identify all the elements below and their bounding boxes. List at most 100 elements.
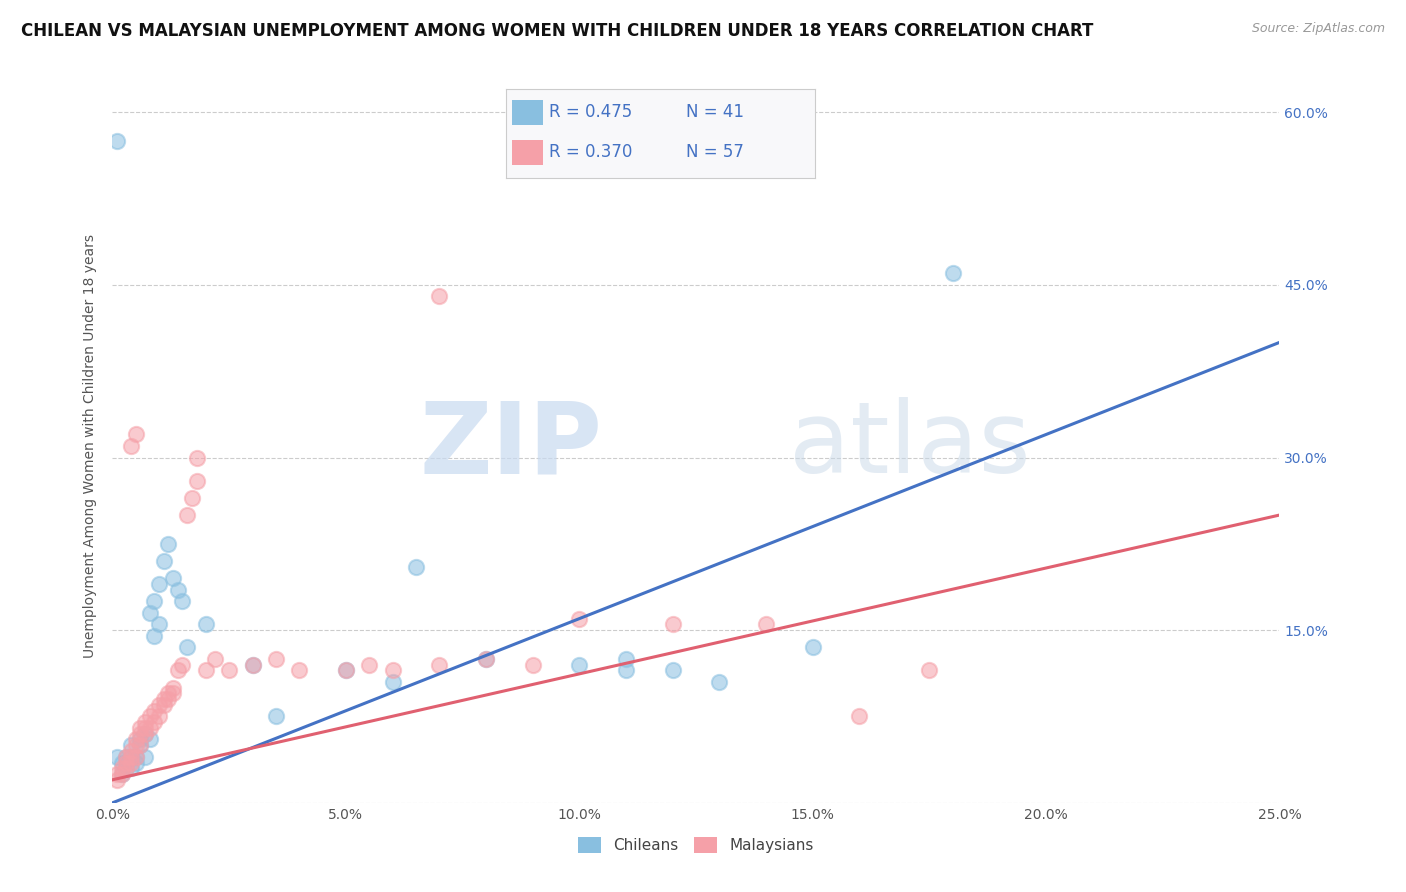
Point: [186, 474, 208, 488]
Point: [120, 749, 142, 764]
Point: [381, 664, 404, 678]
Point: [105, 134, 128, 148]
Point: [125, 749, 148, 764]
Point: [614, 664, 637, 678]
Point: [134, 715, 156, 730]
Point: [186, 450, 208, 465]
Point: [427, 289, 450, 303]
Point: [111, 767, 134, 781]
Point: [475, 652, 498, 666]
Y-axis label: Unemployment Among Women with Children Under 18 years: Unemployment Among Women with Children U…: [83, 234, 97, 658]
Text: R = 0.370: R = 0.370: [550, 143, 633, 161]
Point: [153, 554, 176, 568]
Point: [157, 686, 180, 700]
Point: [264, 709, 287, 723]
Point: [125, 749, 148, 764]
Point: [242, 657, 264, 672]
Text: CHILEAN VS MALAYSIAN UNEMPLOYMENT AMONG WOMEN WITH CHILDREN UNDER 18 YEARS CORRE: CHILEAN VS MALAYSIAN UNEMPLOYMENT AMONG …: [21, 22, 1094, 40]
Point: [709, 675, 731, 690]
Point: [120, 744, 142, 758]
Point: [148, 709, 170, 723]
Point: [129, 732, 152, 747]
Point: [120, 761, 142, 775]
Point: [176, 640, 198, 655]
Point: [427, 657, 450, 672]
Point: [143, 629, 166, 643]
Point: [568, 612, 591, 626]
Legend: Chileans, Malaysians: Chileans, Malaysians: [572, 831, 820, 859]
Point: [848, 709, 870, 723]
Point: [115, 756, 138, 770]
Point: [129, 738, 152, 752]
Point: [522, 657, 544, 672]
Point: [242, 657, 264, 672]
Point: [139, 606, 162, 620]
Point: [115, 749, 138, 764]
Point: [125, 732, 148, 747]
Point: [111, 761, 134, 775]
Point: [359, 657, 381, 672]
Bar: [512, 100, 543, 125]
Point: [111, 767, 134, 781]
Point: [120, 756, 142, 770]
Point: [475, 652, 498, 666]
Point: [115, 761, 138, 775]
Point: [139, 709, 162, 723]
Point: [120, 738, 142, 752]
Point: [204, 652, 226, 666]
Point: [166, 582, 188, 597]
Point: [176, 508, 198, 522]
Point: [153, 698, 176, 712]
Point: [157, 537, 180, 551]
Point: [120, 439, 142, 453]
Point: [381, 675, 404, 690]
Point: [125, 427, 148, 442]
Point: [218, 664, 240, 678]
Point: [120, 749, 142, 764]
Text: N = 57: N = 57: [686, 143, 744, 161]
Point: [801, 640, 824, 655]
Point: [335, 664, 357, 678]
Point: [143, 715, 166, 730]
Point: [134, 749, 156, 764]
Point: [129, 727, 152, 741]
Point: [148, 617, 170, 632]
Point: [942, 266, 965, 280]
Point: [162, 686, 184, 700]
Point: [129, 738, 152, 752]
Text: N = 41: N = 41: [686, 103, 744, 121]
Point: [139, 732, 162, 747]
Point: [918, 664, 941, 678]
Point: [148, 698, 170, 712]
Bar: [512, 140, 543, 165]
Point: [194, 617, 217, 632]
Text: Source: ZipAtlas.com: Source: ZipAtlas.com: [1251, 22, 1385, 36]
Point: [755, 617, 778, 632]
Point: [129, 721, 152, 735]
Point: [139, 721, 162, 735]
Point: [194, 664, 217, 678]
Point: [335, 664, 357, 678]
Point: [162, 571, 184, 585]
Point: [125, 756, 148, 770]
Point: [157, 692, 180, 706]
Point: [115, 761, 138, 775]
Text: R = 0.475: R = 0.475: [550, 103, 633, 121]
Point: [180, 491, 202, 505]
Point: [172, 657, 194, 672]
Point: [405, 559, 427, 574]
Point: [162, 681, 184, 695]
Point: [148, 577, 170, 591]
Point: [134, 727, 156, 741]
Point: [105, 767, 128, 781]
Text: atlas: atlas: [789, 398, 1031, 494]
Point: [264, 652, 287, 666]
Point: [143, 704, 166, 718]
Point: [105, 749, 128, 764]
Point: [115, 749, 138, 764]
Point: [172, 594, 194, 608]
Point: [568, 657, 591, 672]
Point: [134, 727, 156, 741]
Point: [614, 652, 637, 666]
Point: [661, 617, 683, 632]
